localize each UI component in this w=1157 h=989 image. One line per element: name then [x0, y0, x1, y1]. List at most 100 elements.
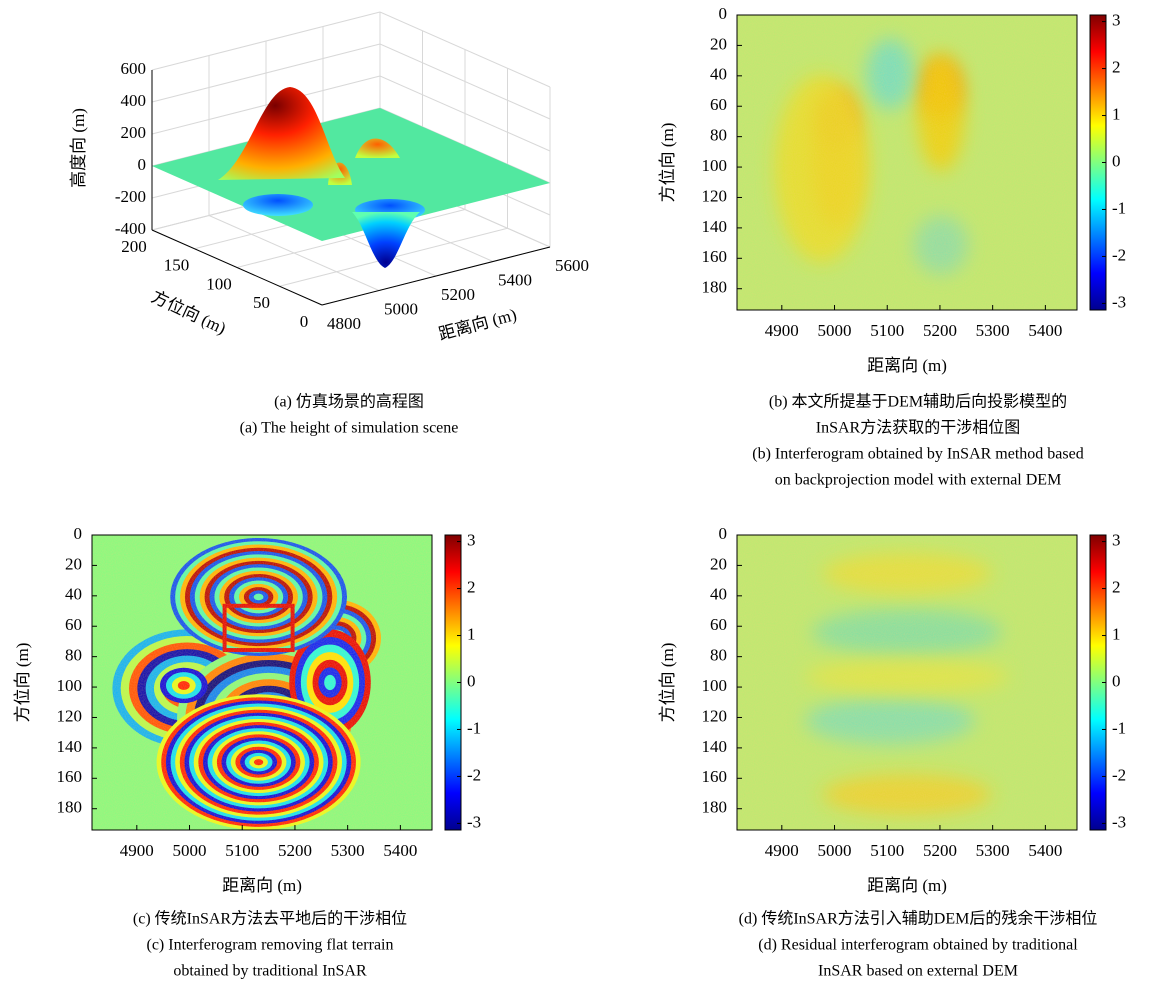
caption-line: InSAR based on external DEM: [818, 963, 1018, 980]
axis-line: [151, 229, 323, 306]
plot-frame: [91, 534, 433, 831]
z-axis-label: 高度向 (m): [69, 108, 88, 188]
y-tick-label: 200: [121, 237, 147, 256]
colorbar-tick-label: 2: [467, 577, 476, 596]
x-tick-label: 5000: [384, 299, 418, 318]
colorbar-tick-label: 2: [1112, 577, 1121, 596]
image-noise: [737, 15, 1077, 310]
y-axis-label: 方位向 (m): [658, 643, 677, 723]
image: [92, 535, 432, 830]
x-tick-label: 4900: [120, 841, 154, 860]
x-tick-label: 5300: [331, 841, 365, 860]
y-tick-label: 100: [57, 676, 83, 695]
y-tick-label: 40: [710, 585, 727, 604]
x-tick-label: 5400: [1028, 841, 1062, 860]
y-tick-label: 120: [57, 706, 83, 725]
colorbar-tick-label: 0: [467, 671, 476, 690]
x-tick-label: 5000: [173, 841, 207, 860]
y-tick-label: 40: [710, 65, 727, 84]
y-tick-label: 180: [702, 278, 728, 297]
plot-frame: [736, 534, 1078, 831]
y-tick-label: 160: [57, 767, 83, 786]
y-tick-label: 20: [710, 554, 727, 573]
colorbar-tick-label: 0: [1112, 671, 1121, 690]
y-tick-label: 80: [710, 646, 727, 665]
colorbar-tick-label: 1: [467, 624, 476, 643]
surface-bump: [355, 138, 400, 158]
image: [737, 535, 1077, 830]
x-tick-label: 5600: [555, 256, 589, 275]
grid-line: [379, 11, 551, 88]
heatmap-plot: 4900 5000 5100 5200 5300 54000204060801001201…: [658, 524, 1126, 895]
caption-line: (c) Interferogram removing flat terrain: [147, 937, 394, 954]
y-tick-label: 140: [702, 737, 728, 756]
colorbar-tick-label: 3: [1112, 10, 1121, 29]
grid-line: [151, 11, 381, 71]
colorbar-tick-label: -2: [467, 765, 481, 784]
z-tick-label: 400: [121, 91, 147, 110]
colorbar-tick-label: 2: [1112, 57, 1121, 76]
caption-line: (a) 仿真场景的高程图: [274, 393, 424, 411]
y-tick-label: 140: [702, 217, 728, 236]
surface-pit: [352, 212, 420, 268]
x-tick-label: 5200: [278, 841, 312, 860]
y-tick-label: 0: [300, 312, 309, 331]
x-tick-label: 5100: [870, 321, 904, 340]
x-tick-label: 4900: [765, 321, 799, 340]
y-tick-label: 120: [702, 186, 728, 205]
caption-line: on backprojection model with external DE…: [775, 472, 1062, 489]
grid-line: [379, 43, 551, 120]
colorbar-tick-label: 1: [1112, 104, 1121, 123]
y-tick-label: 100: [702, 676, 728, 695]
x-tick-label: 5200: [441, 285, 475, 304]
x-tick-label: 4900: [765, 841, 799, 860]
colorbar-tick-label: 3: [467, 530, 476, 549]
heatmap-plot: 4900 5000 5100 5200 5300 54000204060801001201…: [13, 524, 481, 895]
y-tick-label: 20: [710, 34, 727, 53]
caption-line: (b) 本文所提基于DEM辅助后向投影模型的: [769, 393, 1067, 411]
x-axis-label: 距离向 (m): [437, 305, 519, 344]
colorbar-tick-label: -1: [1112, 718, 1126, 737]
y-tick-label: 50: [253, 293, 270, 312]
caption-line: (b) Interferogram obtained by InSAR meth…: [752, 446, 1083, 463]
y-axis-label: 方位向 (m): [148, 287, 228, 338]
caption-line: (d) 传统InSAR方法引入辅助DEM后的残余干涉相位: [739, 909, 1098, 928]
y-tick-label: 0: [719, 524, 728, 543]
y-tick-label: 20: [65, 554, 82, 573]
y-tick-label: 40: [65, 585, 82, 604]
x-tick-label: 5100: [870, 841, 904, 860]
grid-line: [151, 75, 381, 135]
x-tick-label: 4800: [327, 314, 361, 333]
caption-line: (d) Residual interferogram obtained by t…: [758, 937, 1078, 954]
x-tick-label: 5300: [976, 321, 1010, 340]
x-tick-label: 5400: [1028, 321, 1062, 340]
heatmap-plot: 4900 5000 5100 5200 5300 54000204060801001201…: [658, 4, 1126, 375]
y-tick-label: 60: [710, 95, 727, 114]
colorbar-tick-label: 1: [1112, 624, 1121, 643]
y-axis-label: 方位向 (m): [13, 643, 32, 723]
y-tick-label: 120: [702, 706, 728, 725]
image-noise: [737, 535, 1077, 830]
y-tick-label: 80: [710, 126, 727, 145]
x-tick-label: 5200: [923, 321, 957, 340]
x-axis-label: 距离向 (m): [222, 876, 302, 895]
y-tick-label: 180: [702, 798, 728, 817]
y-axis-label: 方位向 (m): [658, 123, 677, 203]
x-tick-label: 5400: [498, 270, 532, 289]
grid-line: [236, 209, 466, 268]
grid-line: [151, 43, 381, 103]
image: [737, 15, 1077, 310]
y-tick-label: 100: [702, 156, 728, 175]
z-tick-label: 600: [121, 59, 147, 78]
colorbar-tick-label: -1: [1112, 198, 1126, 217]
caption-line: InSAR方法获取的干涉相位图: [816, 419, 1020, 437]
colorbar-tick-label: -2: [1112, 765, 1126, 784]
x-tick-label: 5400: [383, 841, 417, 860]
z-tick-label: 0: [138, 155, 147, 174]
y-tick-label: 140: [57, 737, 83, 756]
caption-line: obtained by traditional InSAR: [173, 963, 367, 980]
y-tick-label: 0: [719, 4, 728, 23]
colorbar-tick-label: 3: [1112, 530, 1121, 549]
x-tick-label: 5100: [225, 841, 259, 860]
